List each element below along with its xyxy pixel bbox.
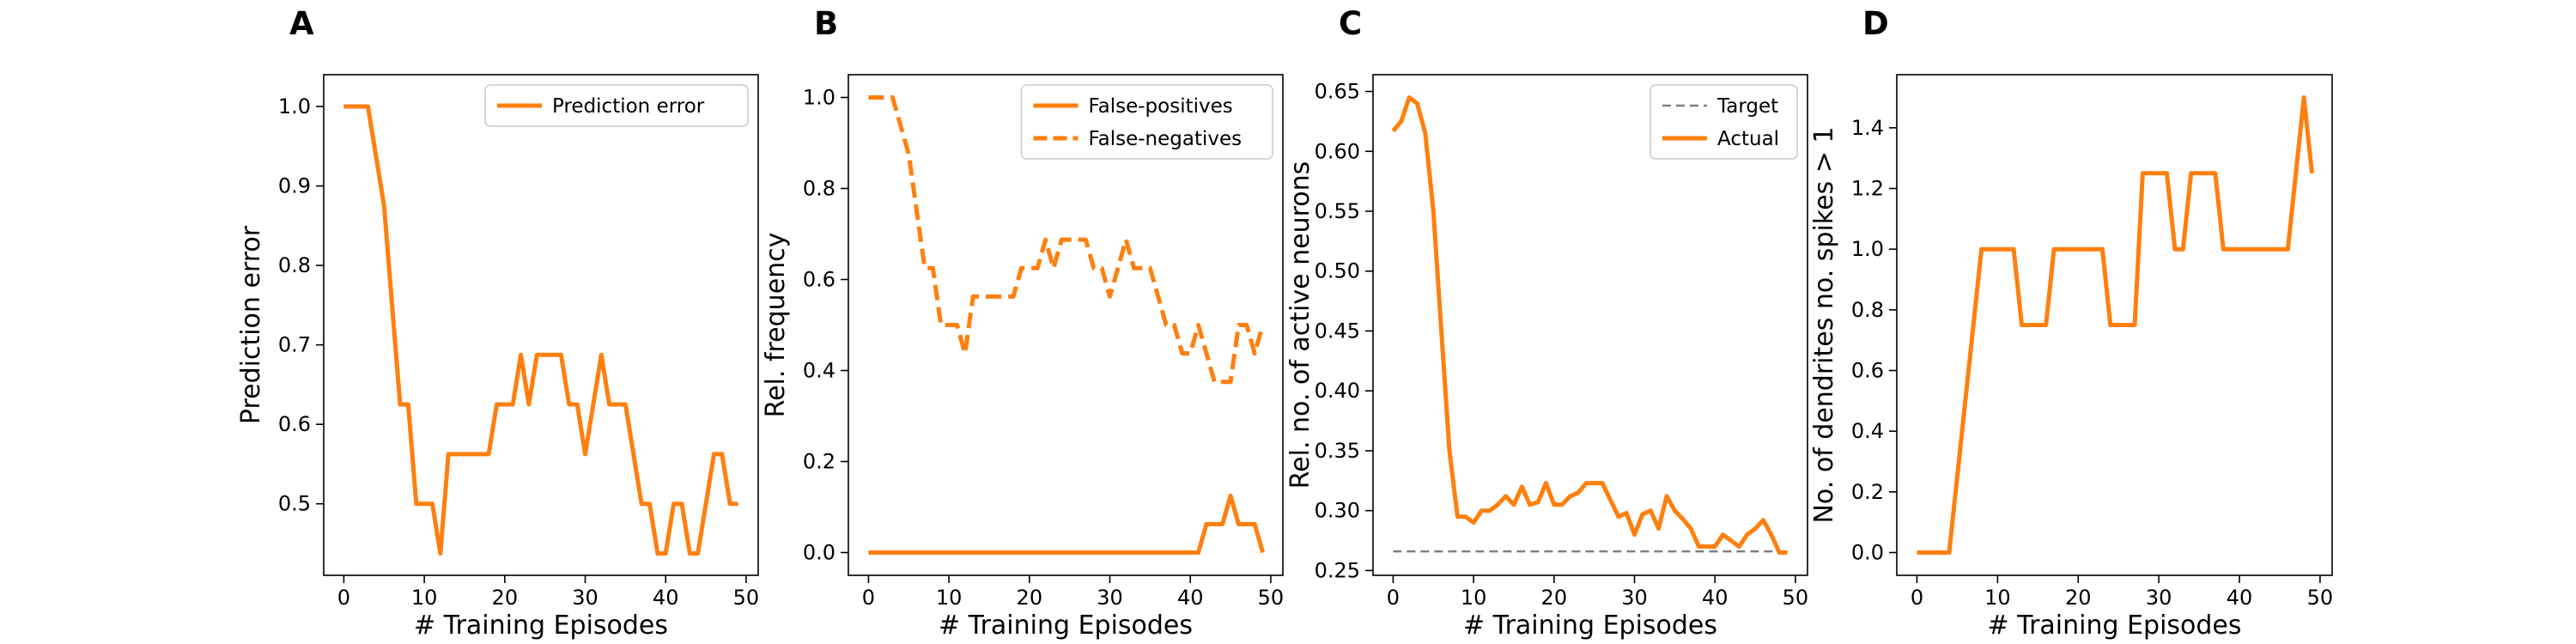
panel-c: C 0 10 20 30 40 50 0.25 0.30 0.35 0.40 0.45 0.50 0.55…	[1285, 5, 1808, 641]
x-axis-label: # Training Episodes	[1987, 611, 2241, 641]
y-tick-label: 0.8	[803, 177, 835, 201]
panel-letter: C	[1339, 5, 1362, 42]
legend-label: Prediction error	[552, 95, 705, 118]
x-axis-label: # Training Episodes	[939, 611, 1193, 641]
x-tick-label: 50	[733, 586, 760, 610]
x-tick-label: 50	[1783, 586, 1809, 610]
x-tick-label: 0	[337, 586, 350, 610]
legend-label: Actual	[1717, 128, 1779, 150]
series-line-main	[1917, 95, 2314, 555]
x-axis-label: # Training Episodes	[1463, 611, 1717, 641]
y-tick-label: 0.0	[803, 541, 835, 565]
y-tick-label: 0.65	[1315, 80, 1360, 104]
y-tick-label: 0.8	[278, 253, 311, 277]
y-tick-label: 1.0	[278, 94, 311, 118]
x-tick-label: 20	[492, 586, 519, 610]
y-tick-label: 0.2	[803, 450, 835, 474]
series-line-actual	[1391, 95, 1788, 555]
y-axis-label: Rel. no. of active neurons	[1285, 161, 1315, 489]
x-tick-label: 20	[1541, 586, 1568, 610]
y-tick-label: 1.0	[1851, 237, 1884, 261]
legend: Target Actual	[1649, 84, 1798, 160]
x-tick-label: 30	[1621, 586, 1648, 610]
legend-label: False-positives	[1089, 95, 1233, 118]
y-tick-label: 1.2	[1851, 177, 1884, 201]
y-tick-label: 0.7	[278, 333, 311, 357]
x-tick-label: 10	[411, 586, 438, 610]
y-axis-label: No. of dendrites no. spikes > 1	[1809, 126, 1839, 523]
x-tick-label: 0	[862, 586, 875, 610]
panel-b: B 0 10 20 30 40 50 0.0 0.2 0.4 0.6 0.8 1.0 # Training…	[761, 5, 1284, 641]
series-line-prediction-error	[343, 104, 738, 556]
x-tick-label: 0	[1911, 586, 1923, 610]
x-axis-label: # Training Episodes	[414, 611, 668, 641]
x-tick-label: 10	[1461, 586, 1487, 610]
legend-box	[484, 84, 749, 127]
legend-label: False-negatives	[1089, 128, 1242, 150]
y-tick-label: 0.6	[803, 268, 835, 292]
y-tick-label: 0.35	[1315, 439, 1360, 463]
legend-label: Target	[1716, 95, 1778, 118]
x-tick-label: 50	[1258, 586, 1285, 610]
panel-a: A 0 10 20 30 40 50 0.5 0.6 0.7 0.8 0.9 1.0 # Training…	[236, 5, 759, 641]
y-tick-label: 0.40	[1315, 379, 1360, 403]
y-tick-label: 0.6	[1851, 359, 1884, 383]
y-tick-label: 0.2	[1851, 480, 1884, 504]
axes-frame	[1372, 74, 1808, 576]
y-tick-label: 0.6	[278, 412, 311, 436]
x-tick-label: 40	[1702, 586, 1728, 610]
y-tick-label: 0.4	[803, 359, 835, 383]
y-tick-label: 1.0	[803, 86, 835, 110]
x-tick-label: 30	[2146, 586, 2172, 610]
y-axis-label: Prediction error	[236, 225, 266, 424]
panel-d: D 0 10 20 30 40 50 0.0 0.2 0.4 0.6 0.8 1.0 1.2 1.4 # Tr…	[1809, 5, 2333, 641]
y-tick-label: 0.4	[1851, 419, 1884, 443]
axes-frame	[323, 74, 759, 576]
y-tick-label: 0.50	[1315, 259, 1360, 283]
y-tick-label: 0.8	[1851, 298, 1884, 322]
y-axis-label: Rel. frequency	[761, 233, 791, 418]
y-tick-label: 0.60	[1315, 139, 1360, 163]
y-tick-label: 0.55	[1315, 199, 1360, 223]
x-tick-label: 20	[2065, 586, 2092, 610]
y-tick-label: 1.4	[1851, 116, 1884, 140]
y-tick-label: 0.5	[278, 492, 311, 516]
x-tick-label: 30	[572, 586, 598, 610]
axes-frame	[1896, 74, 2333, 576]
legend: Prediction error	[484, 84, 749, 127]
y-tick-label: 0.9	[278, 174, 311, 198]
y-tick-label: 0.25	[1315, 558, 1360, 582]
x-tick-label: 30	[1097, 586, 1123, 610]
series-line-false-positives	[868, 493, 1266, 555]
y-tick-label: 0.0	[1851, 541, 1884, 565]
x-tick-label: 50	[2307, 586, 2334, 610]
y-tick-label: 0.30	[1315, 499, 1360, 523]
x-tick-label: 0	[1387, 586, 1400, 610]
panel-letter: D	[1862, 5, 1889, 42]
x-tick-label: 10	[936, 586, 963, 610]
x-tick-label: 40	[1177, 586, 1204, 610]
x-tick-label: 10	[1984, 586, 2011, 610]
y-tick-label: 0.45	[1315, 319, 1360, 343]
legend: False-positives False-negatives	[1020, 84, 1273, 160]
axes-frame	[848, 74, 1284, 576]
panel-letter: A	[289, 5, 314, 42]
series-line-false-negatives	[868, 95, 1266, 385]
x-tick-label: 40	[653, 586, 679, 610]
legend-box	[1020, 84, 1273, 160]
panel-letter: B	[814, 5, 838, 42]
x-tick-label: 40	[2227, 586, 2253, 610]
x-tick-label: 20	[1017, 586, 1043, 610]
